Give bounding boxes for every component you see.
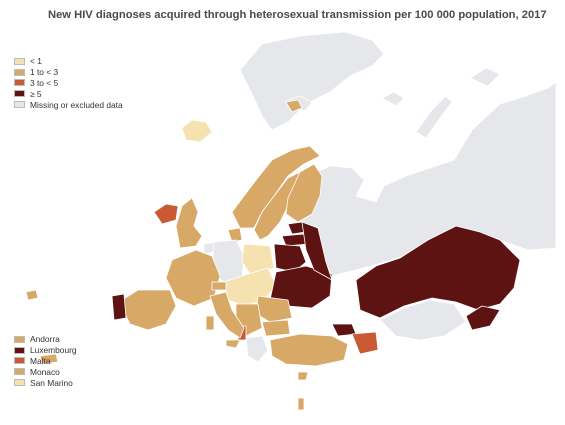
legend-swatch [14, 357, 25, 365]
legend-swatch [14, 90, 25, 98]
region-azores [25, 289, 39, 301]
region-franz-josef [381, 91, 405, 107]
page-title: New HIV diagnoses acquired through heter… [48, 9, 547, 21]
legend-swatch [14, 79, 25, 87]
region-switzerland [211, 281, 227, 291]
small-country-item: Luxembourg [14, 345, 77, 356]
small-countries-legend: Andorra Luxembourg Malta Monaco San Marino [14, 334, 77, 388]
legend-swatch [14, 335, 25, 343]
legend-swatch [14, 379, 25, 387]
legend-item: Missing or excluded data [14, 99, 123, 110]
region-kyrgyzstan [465, 305, 501, 331]
legend-swatch [14, 57, 25, 65]
region-iceland [181, 119, 213, 143]
legend-label: Monaco [30, 366, 60, 377]
legend-label: ≥ 5 [30, 88, 42, 99]
legend-label: < 1 [30, 56, 42, 67]
legend-label: 3 to < 5 [30, 77, 59, 88]
legend-swatch [14, 346, 25, 354]
region-russia [295, 81, 557, 277]
region-cyprus [297, 371, 309, 381]
region-kazakhstan [355, 225, 521, 319]
legend-item: < 1 [14, 56, 123, 67]
small-country-item: Andorra [14, 334, 77, 345]
region-spain [121, 289, 177, 331]
region-sicily [225, 339, 241, 349]
small-country-item: San Marino [14, 377, 77, 388]
legend-label: Malta [30, 355, 51, 366]
region-poland [241, 243, 275, 275]
region-turkey [269, 333, 349, 367]
legend-swatch [14, 101, 25, 109]
region-severnaya [469, 67, 501, 87]
region-canaries [39, 353, 59, 365]
region-russia-west [301, 221, 333, 281]
region-armenia-azerbaijan [351, 331, 379, 355]
legend-item: 3 to < 5 [14, 78, 123, 89]
region-central-asia-south [379, 299, 467, 341]
legend-item: 1 to < 3 [14, 67, 123, 78]
legend-item: ≥ 5 [14, 88, 123, 99]
region-bulgaria [261, 319, 291, 337]
region-uk [175, 197, 203, 249]
region-romania [255, 295, 293, 323]
legend-label: Luxembourg [30, 345, 77, 356]
region-sardinia [205, 315, 215, 331]
region-italy [209, 291, 245, 339]
region-denmark [227, 227, 243, 243]
region-islands-north [285, 99, 303, 113]
region-novaya-zemlya [415, 95, 453, 139]
legend-label: 1 to < 3 [30, 67, 59, 78]
legend-label: San Marino [30, 377, 73, 388]
region-crete [297, 397, 305, 411]
small-country-item: Malta [14, 356, 77, 367]
region-finland [285, 163, 323, 223]
small-country-item: Monaco [14, 366, 77, 377]
legend-swatch [14, 68, 25, 76]
legend-label: Missing or excluded data [30, 99, 123, 110]
region-greece [245, 335, 269, 363]
legend-label: Andorra [30, 334, 60, 345]
region-ireland [153, 203, 179, 225]
legend-swatch [14, 368, 25, 376]
region-portugal [111, 293, 127, 321]
region-greenland [239, 31, 385, 131]
